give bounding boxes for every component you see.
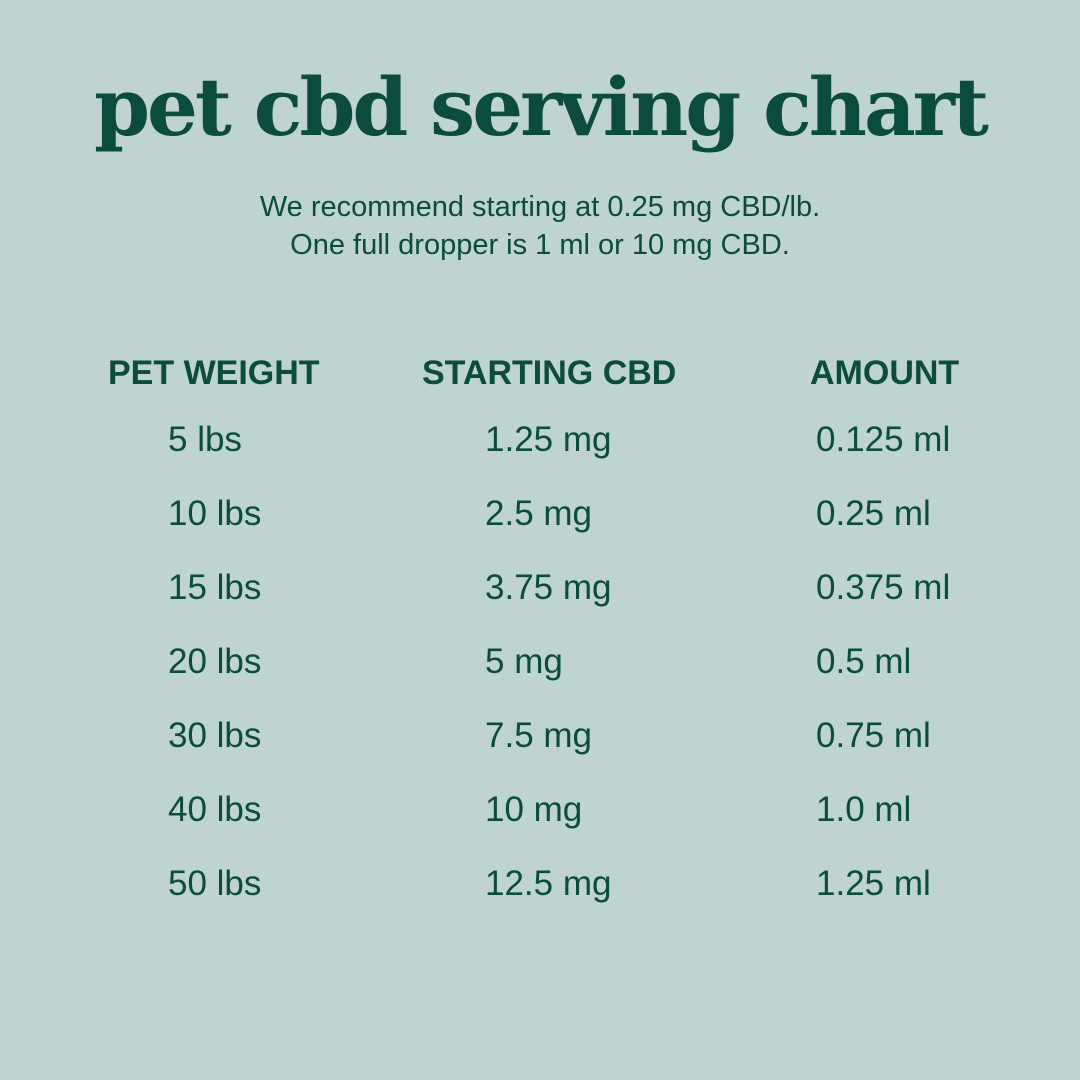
cell-pet-weight: 10 lbs [168,494,262,533]
header-pet-weight: PET WEIGHT [108,354,320,392]
cell-pet-weight: 30 lbs [168,716,262,755]
cell-starting-cbd: 7.5 mg [485,716,592,755]
cell-amount: 0.25 ml [816,494,931,533]
cell-starting-cbd: 5 mg [485,642,563,681]
cell-starting-cbd: 1.25 mg [485,420,612,459]
subtitle-line-2: One full dropper is 1 ml or 10 mg CBD. [290,229,790,261]
cell-pet-weight: 40 lbs [168,790,262,829]
subtitle: We recommend starting at 0.25 mg CBD/lb.… [0,188,1080,264]
cell-pet-weight: 15 lbs [168,568,262,607]
table-row: 10 lbs 2.5 mg 0.25 ml [0,492,1080,566]
header-starting-cbd: STARTING CBD [422,354,677,392]
cell-pet-weight: 5 lbs [168,420,242,459]
cell-starting-cbd: 12.5 mg [485,864,612,903]
cell-amount: 0.375 ml [816,568,951,607]
table-header-row: PET WEIGHT STARTING CBD AMOUNT [0,348,1080,398]
cell-amount: 1.0 ml [816,790,912,829]
cell-amount: 0.5 ml [816,642,912,681]
cell-starting-cbd: 2.5 mg [485,494,592,533]
subtitle-line-1: We recommend starting at 0.25 mg CBD/lb. [259,191,821,223]
cell-pet-weight: 50 lbs [168,864,262,903]
cell-starting-cbd: 3.75 mg [485,568,612,607]
table-row: 5 lbs 1.25 mg 0.125 ml [0,418,1080,492]
table-row: 20 lbs 5 mg 0.5 ml [0,640,1080,714]
header-amount: AMOUNT [810,354,960,392]
cell-pet-weight: 20 lbs [168,642,262,681]
cell-amount: 0.125 ml [816,420,951,459]
table-row: 40 lbs 10 mg 1.0 ml [0,788,1080,862]
serving-table: PET WEIGHT STARTING CBD AMOUNT 5 lbs 1.2… [0,348,1080,903]
table-row: 15 lbs 3.75 mg 0.375 ml [0,566,1080,640]
cell-amount: 1.25 ml [816,864,931,903]
page-title: pet cbd serving chart [94,60,989,154]
table-row: 50 lbs 12.5 mg 1.25 ml [0,862,1080,936]
cell-amount: 0.75 ml [816,716,931,755]
table-body: 5 lbs 1.25 mg 0.125 ml 10 lbs 2.5 mg 0.2… [0,418,1080,936]
cell-starting-cbd: 10 mg [485,790,583,829]
table-row: 30 lbs 7.5 mg 0.75 ml [0,714,1080,788]
